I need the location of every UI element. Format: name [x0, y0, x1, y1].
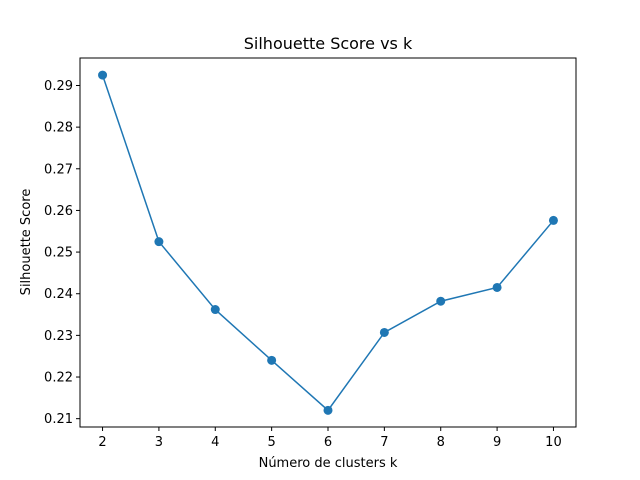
x-tick-label: 6 [324, 435, 332, 450]
x-tick-label: 7 [380, 435, 388, 450]
x-tick-label: 8 [437, 435, 445, 450]
y-tick-label: 0.27 [44, 162, 73, 177]
series-markers [98, 70, 558, 415]
y-tick-label: 0.22 [44, 371, 73, 386]
data-point [210, 305, 220, 315]
chart-title: Silhouette Score vs k [244, 34, 413, 53]
data-point [323, 405, 333, 415]
data-point [98, 70, 108, 80]
data-point [379, 327, 389, 337]
y-tick-label: 0.25 [44, 246, 73, 261]
x-tick-label: 9 [493, 435, 501, 450]
x-axis-label: Número de clusters k [259, 456, 398, 471]
data-point [154, 237, 164, 247]
x-axis: 2 3 4 5 6 7 8 9 10 [98, 427, 562, 450]
data-point [436, 296, 446, 306]
y-axis: 0.21 0.22 0.23 0.24 0.25 0.26 0.27 0.28 0.29 [44, 79, 80, 427]
y-tick-label: 0.28 [44, 121, 73, 136]
y-axis-label: Silhouette Score [19, 189, 34, 296]
y-tick-label: 0.23 [44, 329, 73, 344]
data-point [548, 215, 558, 225]
y-tick-label: 0.29 [44, 79, 73, 94]
y-tick-label: 0.21 [44, 412, 73, 427]
data-point [267, 355, 277, 365]
x-tick-label: 2 [98, 435, 106, 450]
data-point [492, 282, 502, 292]
x-tick-label: 10 [545, 435, 562, 450]
x-tick-label: 5 [267, 435, 275, 450]
y-tick-label: 0.26 [44, 204, 73, 219]
x-tick-label: 4 [211, 435, 219, 450]
y-tick-label: 0.24 [44, 287, 73, 302]
x-tick-label: 3 [155, 435, 163, 450]
